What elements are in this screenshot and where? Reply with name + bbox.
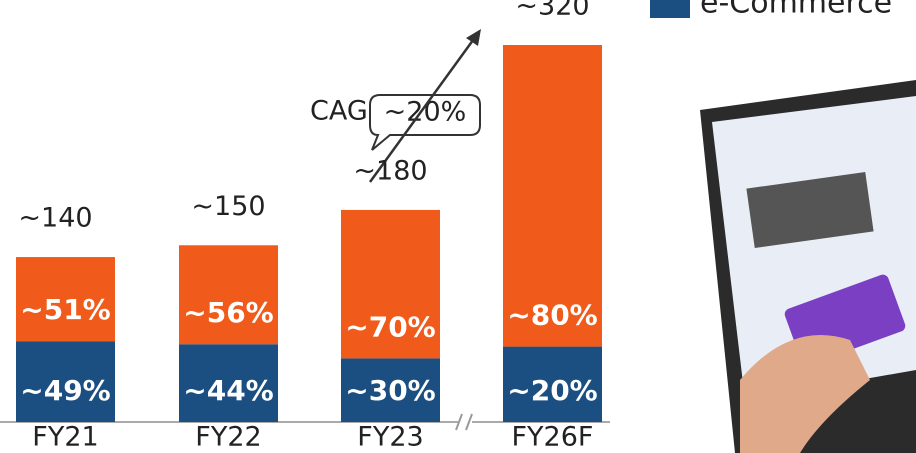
segment-label: ~70% [345, 310, 435, 343]
arrow-head [466, 29, 481, 46]
chart: CAGR ~20% ~49%~51%~140FY21~44%~56%~150FY… [0, 0, 916, 453]
total-label: ~180 [353, 155, 427, 186]
segment-label: ~30% [345, 374, 435, 407]
x-tick-label: FY22 [195, 422, 261, 453]
laptop-image [700, 80, 916, 453]
total-label: ~140 [18, 203, 92, 234]
x-tick-label: FY23 [357, 422, 423, 453]
segment-label: ~80% [507, 299, 597, 332]
segment-label: ~20% [507, 374, 597, 407]
segment-label: ~44% [183, 374, 273, 407]
x-tick-label: FY21 [32, 422, 98, 453]
bar-segment [179, 245, 278, 344]
legend-label: e-Commerce [700, 0, 892, 21]
segment-label: ~51% [20, 293, 110, 326]
cagr-value: ~20% [384, 97, 467, 128]
axis-break [456, 412, 472, 432]
x-tick-label: FY26F [512, 422, 594, 453]
total-label: ~150 [191, 191, 265, 222]
total-label: ~320 [515, 0, 589, 22]
segment-label: ~56% [183, 296, 273, 329]
legend-swatch [650, 0, 690, 18]
segment-label: ~49% [20, 374, 110, 407]
